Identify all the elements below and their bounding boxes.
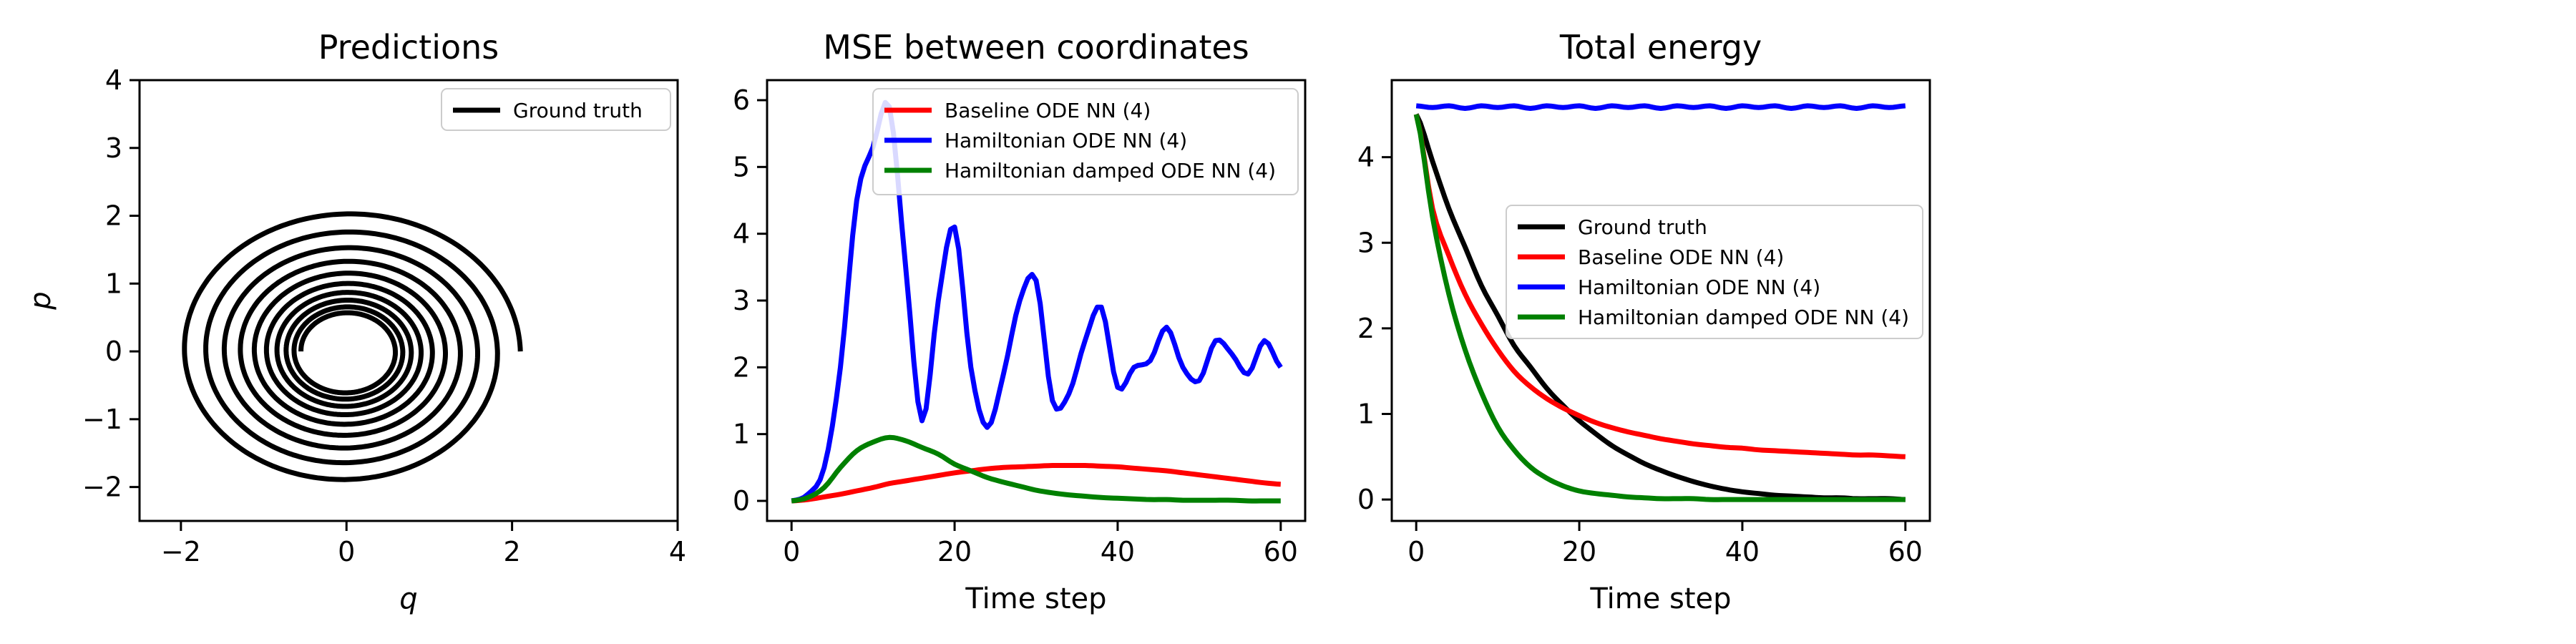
legend: Baseline ODE NN (4) Hamiltonian ODE NN (4… <box>872 88 1299 195</box>
y-tick-label: 0 <box>1357 484 1375 515</box>
chart-panel-2: MSE between coordinates 0 20 40 60 0 1 2 3 4 5 6 Tim… <box>733 28 1307 615</box>
legend-label: Baseline ODE NN (4) <box>945 99 1151 122</box>
legend-label: Hamiltonian damped ODE NN (4) <box>945 159 1276 182</box>
chart-panel-3: Total energy 0 20 40 60 0 1 2 3 4 Time step Ground … <box>1357 28 1931 615</box>
chart-title: Predictions <box>318 28 499 67</box>
y-tick-label: 4 <box>1357 142 1375 173</box>
y-tick-label: 2 <box>733 351 750 383</box>
y-tick-label: 1 <box>733 419 750 450</box>
series-line-3 <box>1415 103 1906 111</box>
legend-label: Baseline ODE NN (4) <box>1578 245 1784 269</box>
legend-label: Hamiltonian ODE NN (4) <box>1578 275 1820 299</box>
legend: Ground truth <box>441 88 671 131</box>
series-line-2 <box>1413 114 1906 459</box>
legend-label: Hamiltonian ODE NN (4) <box>945 129 1187 152</box>
x-tick-label: 20 <box>937 536 972 567</box>
y-tick-label: 6 <box>733 84 750 116</box>
y-tick-label: −2 <box>82 472 122 503</box>
series-line-4 <box>1413 114 1906 502</box>
y-tick-label: 1 <box>1357 398 1375 429</box>
plot-area <box>182 211 523 482</box>
x-tick-label: 0 <box>1407 536 1425 567</box>
y-tick-label: 3 <box>105 132 122 164</box>
legend-label: Ground truth <box>513 99 643 122</box>
legend-box <box>441 88 671 131</box>
chart-title: Total energy <box>1559 28 1762 67</box>
series-line-1 <box>791 463 1281 504</box>
x-tick-label: −2 <box>161 536 201 567</box>
x-axis-label: Time step <box>965 582 1106 615</box>
x-tick-label: 0 <box>783 536 800 567</box>
legend-box <box>872 88 1299 195</box>
legend: Ground truth Baseline ODE NN (4) Hamiltoni… <box>1506 205 1923 339</box>
legend-label: Hamiltonian damped ODE NN (4) <box>1578 306 1909 329</box>
x-axis-label: q <box>399 582 417 615</box>
y-tick-label: 4 <box>105 64 122 96</box>
x-tick-label: 0 <box>338 536 355 567</box>
y-tick-label: 0 <box>105 336 122 367</box>
x-tick-label: 40 <box>1101 536 1135 567</box>
x-tick-label: 40 <box>1725 536 1760 567</box>
y-tick-label: 1 <box>105 268 122 299</box>
series-line-3 <box>791 434 1281 504</box>
y-tick-label: 2 <box>1357 313 1375 344</box>
axes-frame <box>138 79 679 522</box>
chart-panel-1: Predictions −2 0 2 4 −2 −1 0 1 2 3 4 q p Ground truth <box>24 28 686 615</box>
x-tick-label: 20 <box>1562 536 1596 567</box>
y-tick-label: 0 <box>733 485 750 517</box>
x-tick-label: 60 <box>1888 536 1923 567</box>
x-axis-label: Time step <box>1589 582 1731 615</box>
y-tick-label: 4 <box>733 218 750 250</box>
y-tick-label: 3 <box>733 285 750 316</box>
y-tick-label: −1 <box>82 404 122 435</box>
series-line-1 <box>182 211 523 482</box>
x-tick-label: 4 <box>669 536 686 567</box>
x-tick-label: 60 <box>1264 536 1298 567</box>
y-tick-label: 2 <box>105 200 122 232</box>
legend-label: Ground truth <box>1578 215 1707 239</box>
plot-area <box>1413 103 1906 502</box>
y-tick-label: 3 <box>1357 227 1375 258</box>
y-axis-label: p <box>24 291 57 310</box>
chart-title: MSE between coordinates <box>823 28 1249 67</box>
x-tick-label: 2 <box>504 536 521 567</box>
axes-frame <box>1390 79 1931 522</box>
legend-box <box>1506 205 1923 339</box>
y-tick-label: 5 <box>733 151 750 182</box>
